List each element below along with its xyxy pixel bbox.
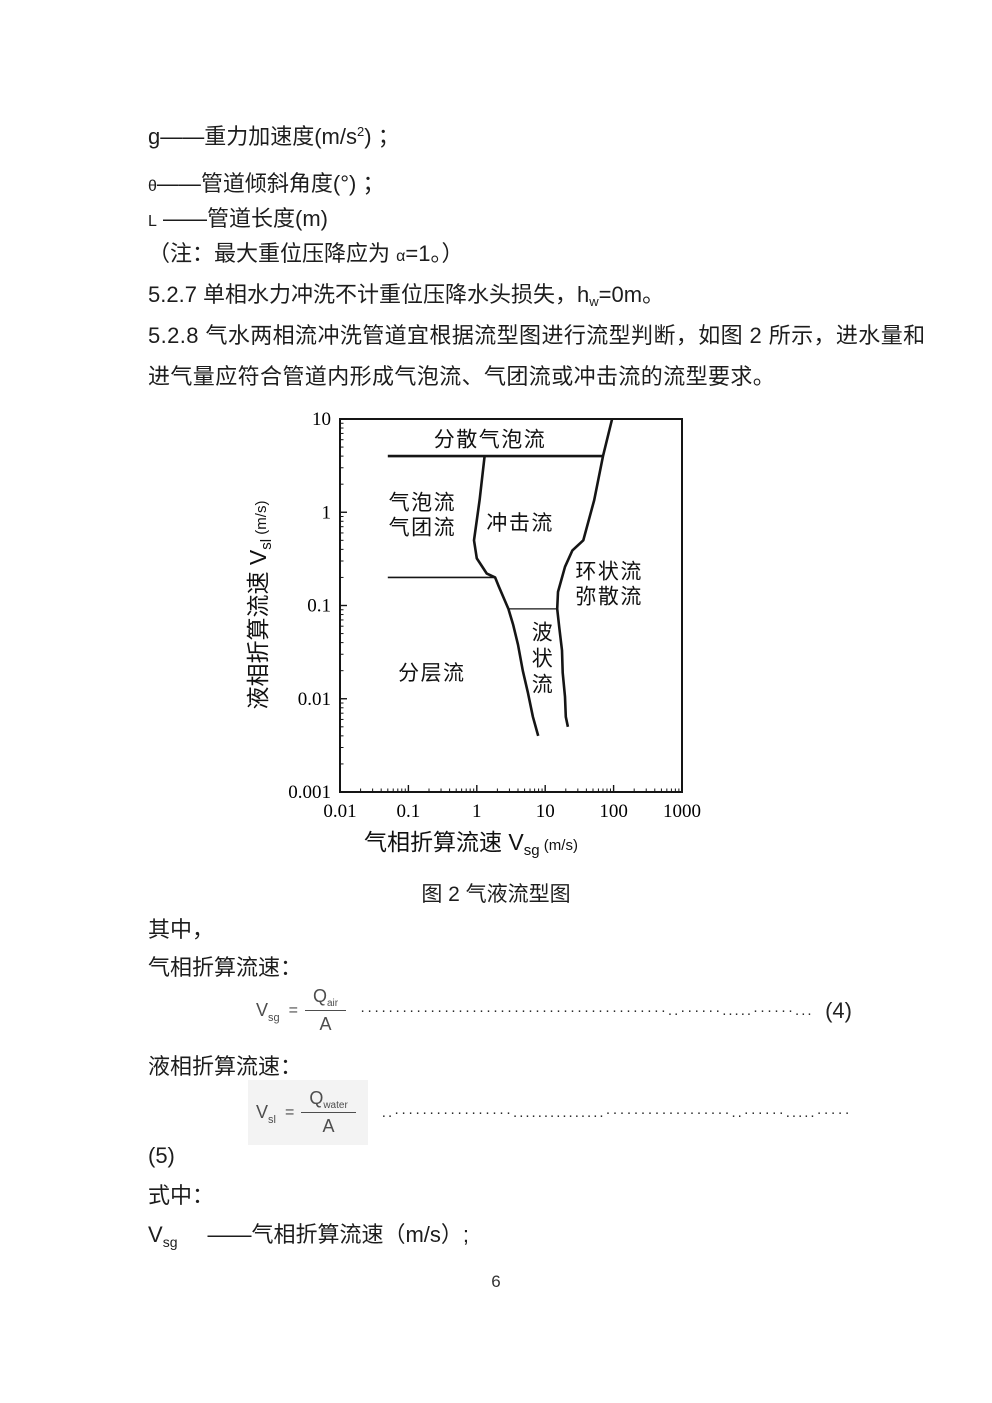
x-tick-label: 10 <box>536 801 555 822</box>
liquid-velocity-label: 液相折算流速： <box>148 1054 303 1079</box>
vsg-definition: Vsg ——气相折算流速（m/s）; <box>148 1222 469 1250</box>
y-tick-label: 0.1 <box>307 596 331 617</box>
vsg-term-sub: sg <box>162 1234 178 1250</box>
y-tick-label: 10 <box>312 409 331 430</box>
definition-g: g——重力加速度(m/s2) ； <box>148 124 400 153</box>
paragraph-528-line2: 进气量应符合管道内形成气泡流、气团流或冲击流的流型要求。 <box>148 364 776 389</box>
paragraph-527-tail: =0m。 <box>598 282 665 307</box>
page-number: 6 <box>491 1272 501 1291</box>
formula-4-lhs: Vsg <box>256 1000 280 1024</box>
alpha-symbol: α <box>396 248 406 265</box>
formula-4-number: (4) <box>825 997 852 1023</box>
dot-leader: ..·················...............······… <box>381 1104 848 1121</box>
region-label: 波状流 <box>532 621 555 697</box>
subscript-w: w <box>589 294 599 309</box>
y-tick-label: 0.001 <box>288 782 331 803</box>
gas-velocity-label: 气相折算流速： <box>148 955 303 980</box>
annular-boundary <box>555 418 614 728</box>
definition-L-text: ——管道长度(m) <box>156 206 328 231</box>
formula-4-fraction: Qair A <box>304 986 347 1035</box>
among-label: 其中， <box>148 917 215 942</box>
note-text: （注：最大重位压降应为 <box>148 241 397 266</box>
x-tick-label: 0.1 <box>397 801 421 822</box>
stratified-wavy-boundary <box>507 608 540 737</box>
L-symbol: L <box>148 213 157 230</box>
definition-L: L ——管道长度(m) <box>148 206 328 235</box>
region-label: 环状流弥散流 <box>575 560 643 609</box>
note-tail: =1。） <box>405 241 464 266</box>
theta-symbol: θ <box>148 178 157 195</box>
formula-4: Vsg = Qair A ···························… <box>256 986 852 1035</box>
definition-g-text: g——重力加速度(m/s <box>148 124 358 149</box>
definition-theta-text: ——管道倾斜角度(°) ； <box>156 171 385 196</box>
vsg-desc: ——气相折算流速（m/s）; <box>207 1222 470 1247</box>
y-axis-label: 液相折算流速 Vsl (m/s) <box>245 501 275 710</box>
eq5-number: (5) <box>148 1143 175 1168</box>
paragraph-527: 5.2.7 单相水力冲洗不计重位压降水头损失，hw=0m。 <box>148 282 664 311</box>
churn-left-boundary <box>472 455 510 610</box>
y-tick-label: 1 <box>322 502 332 523</box>
definition-g-tail: ) ； <box>364 124 400 149</box>
flow-pattern-map-figure: 0.01 0.1 1 10 100 10001010.10.010.001分散气泡流气泡流… <box>245 409 701 859</box>
equals-sign: = <box>284 1103 295 1121</box>
formula-5: Vsl = Qwater A ..·················......… <box>248 1080 848 1145</box>
x-tick-label: 1 <box>472 801 482 822</box>
x-tick-label: 100 <box>599 801 628 822</box>
where-label: 式中： <box>148 1183 215 1208</box>
y-tick-label: 0.01 <box>298 689 331 710</box>
formula-5-highlight: Vsl = Qwater A <box>248 1080 368 1145</box>
region-label: 冲击流 <box>486 511 554 535</box>
x-tick-label: 0.01 <box>323 801 356 822</box>
note-line: （注：最大重位压降应为 α=1。） <box>148 241 463 270</box>
formula-5-fraction: Qwater A <box>301 1088 356 1137</box>
figure-caption: 图 2 气液流型图 <box>421 883 571 906</box>
region-label: 气泡流气团流 <box>389 491 457 540</box>
region-label: 分层流 <box>398 661 466 685</box>
equals-sign: = <box>288 1001 298 1019</box>
paragraph-527-text: 5.2.7 单相水力冲洗不计重位压降水头损失，h <box>148 282 590 307</box>
x-tick-label: 1000 <box>663 801 701 822</box>
definition-theta: θ——管道倾斜角度(°) ； <box>148 171 384 200</box>
dot-leader: ········································… <box>360 1002 814 1019</box>
formula-5-lhs: Vsl <box>256 1102 276 1126</box>
paragraph-528-line1: 5.2.8 气水两相流冲洗管道宜根据流型图进行流型判断，如图 2 所示，进水量和 <box>148 323 926 348</box>
superscript: 2 <box>357 124 365 139</box>
vsg-term: V <box>148 1222 163 1247</box>
region-label: 分散气泡流 <box>434 428 547 452</box>
x-axis-label: 气相折算流速 Vsg (m/s) <box>364 829 578 859</box>
